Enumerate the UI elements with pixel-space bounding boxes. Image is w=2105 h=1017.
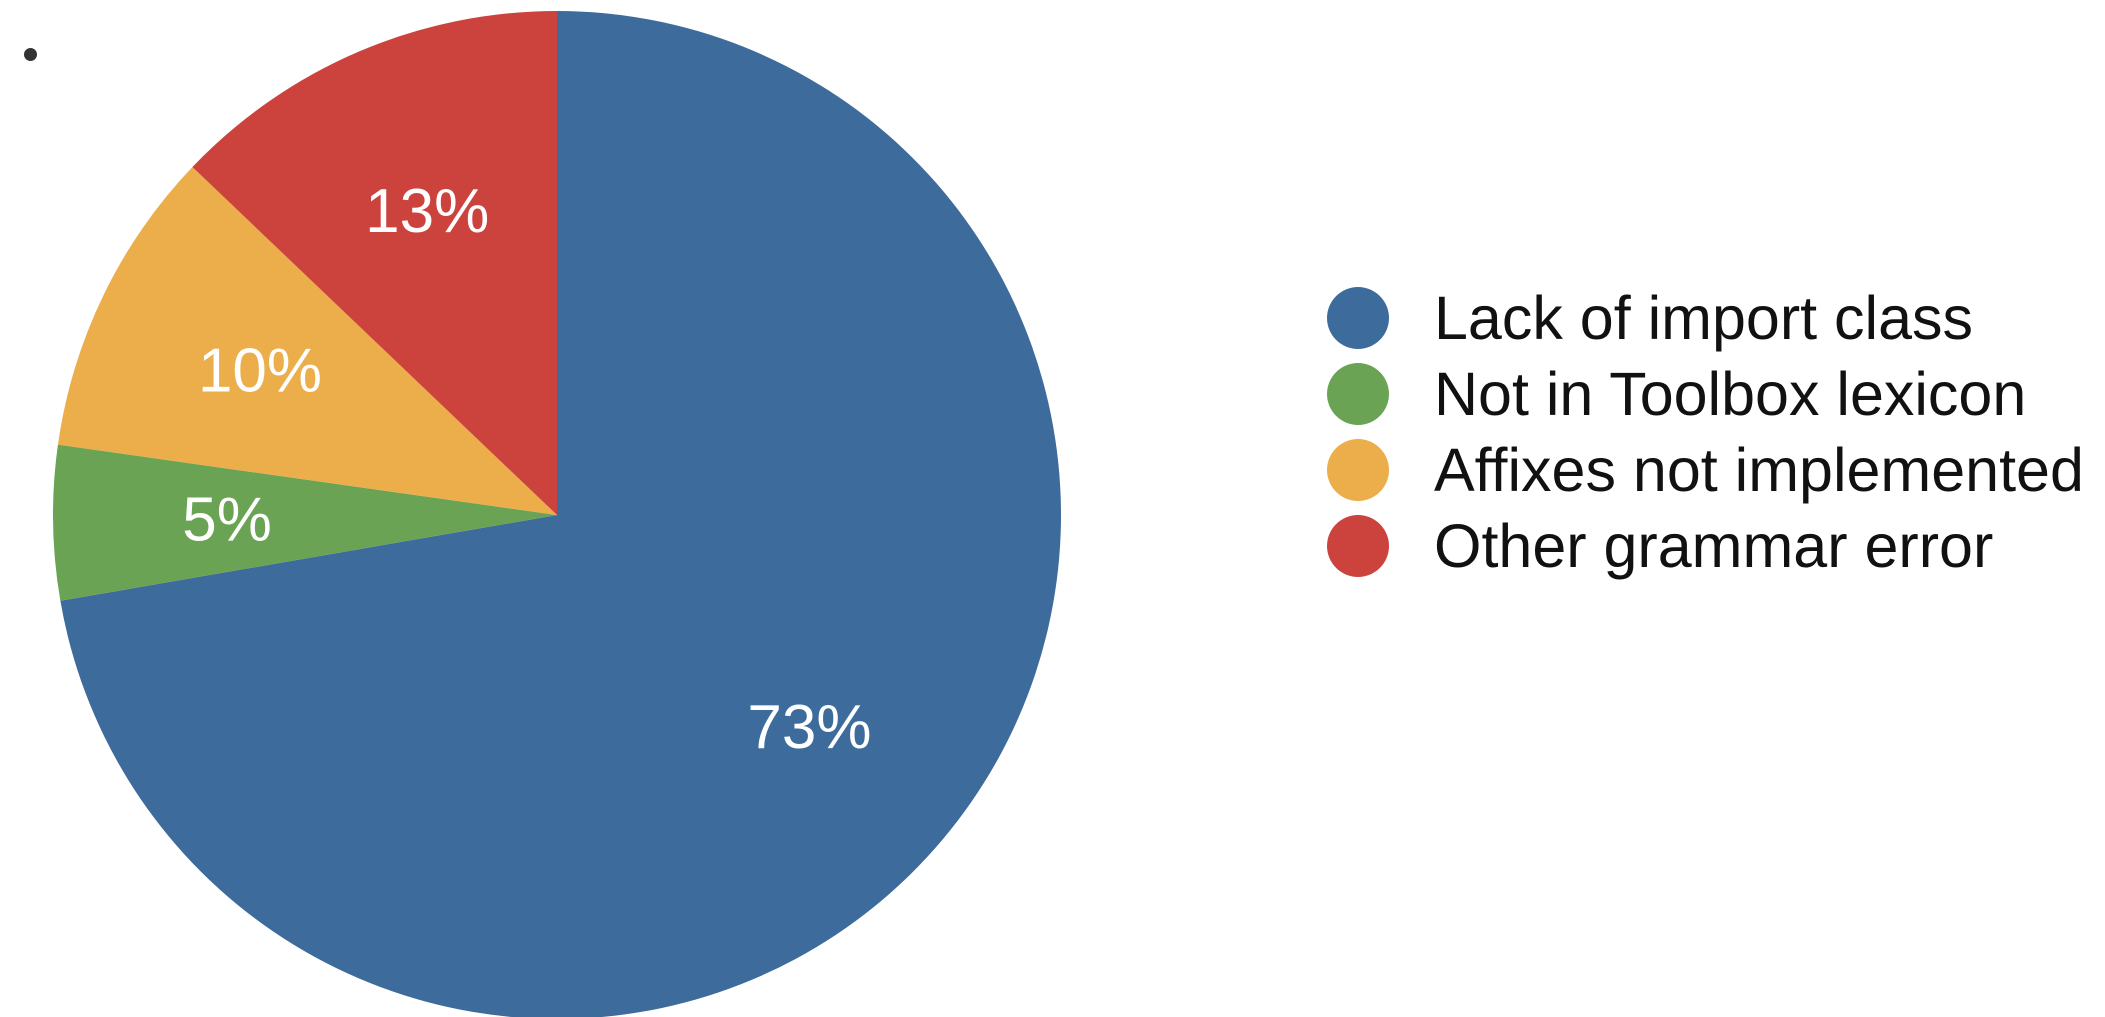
bullet-point [24, 48, 37, 61]
legend: Lack of import class Not in Toolbox lexic… [1327, 284, 2084, 580]
legend-label-0: Lack of import class [1434, 284, 1973, 352]
legend-swatch-3 [1327, 515, 1389, 577]
legend-label-3: Other grammar error [1434, 512, 1993, 580]
pie-slice-0 [60, 11, 1061, 1017]
pie-data-labels: 73% 5% 10% 13% [182, 177, 871, 762]
slice-data-label-3: 13% [365, 177, 489, 246]
pie-slices [53, 11, 1061, 1017]
legend-swatch-2 [1327, 439, 1389, 501]
pie-slice-1 [53, 444, 558, 601]
legend-swatch-1 [1327, 363, 1389, 425]
slice-data-label-0: 73% [747, 693, 871, 762]
legend-swatch-0 [1327, 287, 1389, 349]
legend-label-1: Not in Toolbox lexicon [1434, 360, 2026, 428]
slice-data-label-1: 5% [182, 486, 272, 555]
pie-slice-2 [57, 167, 557, 515]
slice-data-label-2: 10% [198, 337, 322, 406]
legend-label-2: Affixes not implemented [1434, 436, 2084, 504]
pie-slice-3 [192, 11, 558, 515]
